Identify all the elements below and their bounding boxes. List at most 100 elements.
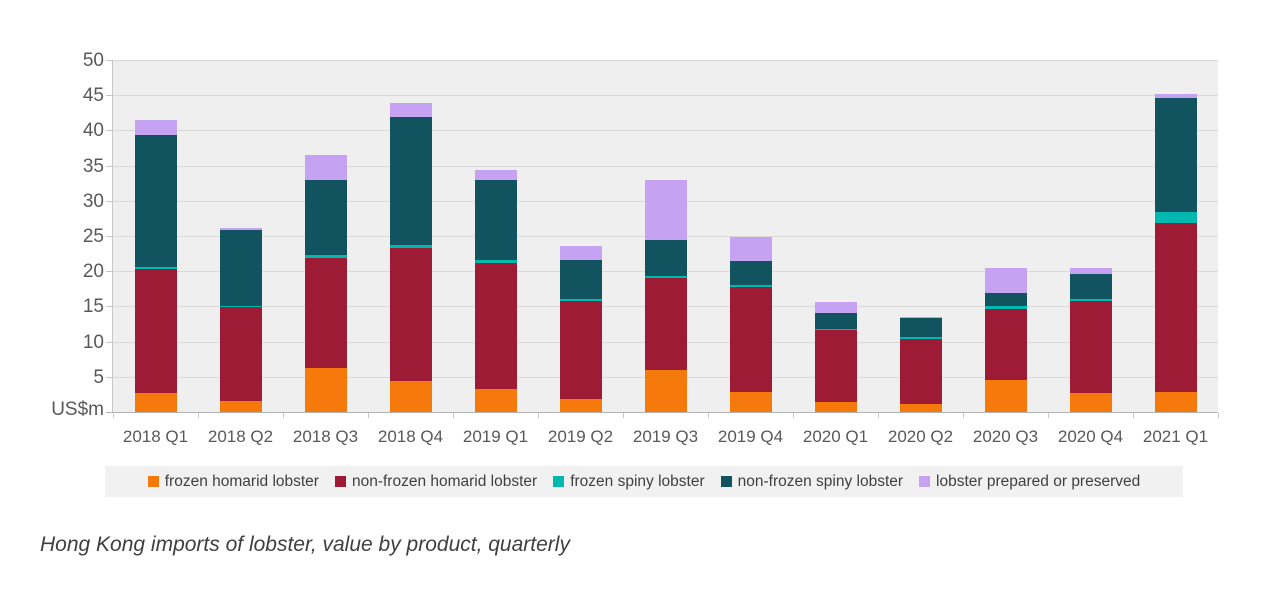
bar-segment-lobster-prepared-or-preserved — [729, 236, 772, 261]
bar-segment-frozen-homarid-lobster — [1069, 393, 1112, 412]
y-axis-unit-label: US$m — [51, 399, 104, 420]
legend-swatch-icon — [720, 476, 732, 487]
y-axis-tick — [106, 271, 112, 273]
bar-segment-non-frozen-homarid-lobster — [729, 286, 772, 392]
bar-segment-non-frozen-homarid-lobster — [644, 278, 687, 371]
bar-segment-frozen-spiny-lobster — [474, 259, 517, 263]
bar-2020-q3 — [984, 268, 1027, 412]
legend-swatch-icon — [334, 476, 346, 487]
bar-segment-frozen-spiny-lobster — [1069, 299, 1112, 302]
bar-segment-frozen-homarid-lobster — [899, 404, 942, 412]
bar-segment-non-frozen-homarid-lobster — [474, 262, 517, 389]
bar-segment-non-frozen-spiny-lobster — [1154, 98, 1197, 213]
y-axis-tick — [106, 95, 112, 97]
bar-segment-non-frozen-homarid-lobster — [559, 300, 602, 399]
bar-segment-frozen-homarid-lobster — [304, 367, 347, 412]
bar-2020-q2 — [899, 316, 942, 412]
x-axis-tick — [1133, 413, 1134, 418]
bar-segment-frozen-homarid-lobster — [729, 391, 772, 412]
y-axis-line — [112, 60, 113, 412]
bar-2018-q4 — [389, 102, 432, 412]
bar-segment-lobster-prepared-or-preserved — [304, 155, 347, 181]
x-axis-tick — [538, 413, 539, 418]
x-axis-tick-label: 2019 Q1 — [462, 427, 529, 446]
legend-item-non-frozen-homarid-lobster: non-frozen homarid lobster — [334, 472, 538, 491]
legend-label: non-frozen homarid lobster — [351, 472, 538, 490]
bar-segment-non-frozen-homarid-lobster — [304, 257, 347, 368]
chart-legend: frozen homarid lobster non-frozen homarid… — [105, 466, 1183, 497]
x-axis-tick — [283, 413, 284, 418]
y-axis-tick-label: 5 — [93, 366, 104, 388]
x-axis-tick-label: 2020 Q1 — [802, 427, 869, 446]
y-axis-tick — [106, 165, 112, 167]
gridline — [113, 165, 1218, 167]
bar-2020-q1 — [814, 301, 857, 412]
bar-segment-non-frozen-spiny-lobster — [389, 117, 432, 246]
bar-segment-non-frozen-homarid-lobster — [134, 269, 177, 393]
legend-swatch-icon — [147, 476, 159, 487]
bar-segment-frozen-homarid-lobster — [474, 388, 517, 412]
bar-segment-non-frozen-spiny-lobster — [984, 293, 1027, 307]
x-axis-tick-label: 2019 Q3 — [632, 427, 699, 446]
x-axis-tick — [878, 413, 879, 418]
bar-2020-q4 — [1069, 267, 1112, 412]
x-axis-tick-label: 2020 Q2 — [887, 427, 954, 446]
chart-caption: Hong Kong imports of lobster, value by p… — [40, 533, 570, 556]
y-axis-tick-label: 30 — [82, 190, 104, 212]
y-axis-tick-label: 25 — [82, 226, 104, 247]
y-axis-tick — [106, 236, 112, 237]
legend-label: non-frozen spiny lobster — [737, 472, 904, 490]
bar-segment-lobster-prepared-or-preserved — [389, 102, 432, 118]
bar-segment-frozen-homarid-lobster — [644, 370, 687, 412]
bar-segment-non-frozen-spiny-lobster — [304, 180, 347, 256]
bar-2018-q2 — [219, 228, 262, 412]
x-axis-tick — [793, 413, 794, 418]
x-axis-tick-label: 2019 Q4 — [717, 427, 784, 446]
bar-segment-lobster-prepared-or-preserved — [984, 268, 1027, 294]
x-axis-line — [106, 412, 1218, 413]
bar-segment-lobster-prepared-or-preserved — [1069, 267, 1112, 275]
bar-segment-non-frozen-spiny-lobster — [559, 259, 602, 299]
bar-segment-frozen-spiny-lobster — [389, 245, 432, 248]
legend-label: frozen homarid lobster — [164, 472, 319, 490]
bar-segment-frozen-homarid-lobster — [814, 402, 857, 412]
x-axis-tick-label: 2018 Q3 — [292, 427, 359, 446]
y-axis-tick — [106, 341, 112, 343]
x-axis-tick-label: 2018 Q4 — [377, 427, 444, 446]
bar-2019-q3 — [644, 180, 687, 412]
bar-segment-non-frozen-spiny-lobster — [134, 135, 177, 267]
y-axis-tick — [106, 60, 112, 61]
x-axis-tick — [623, 413, 624, 418]
bar-segment-frozen-spiny-lobster — [559, 298, 602, 301]
x-axis-tick — [708, 413, 709, 418]
gridline — [113, 60, 1218, 61]
legend-item-frozen-spiny-lobster: frozen spiny lobster — [553, 473, 705, 491]
x-axis-tick — [113, 413, 114, 418]
gridline — [113, 130, 1218, 132]
bar-segment-non-frozen-spiny-lobster — [814, 312, 857, 329]
bar-segment-non-frozen-spiny-lobster — [474, 180, 517, 260]
bar-segment-frozen-homarid-lobster — [984, 379, 1027, 412]
bar-segment-non-frozen-spiny-lobster — [219, 230, 262, 306]
bar-segment-non-frozen-homarid-lobster — [984, 308, 1027, 380]
bar-segment-non-frozen-homarid-lobster — [389, 247, 432, 382]
bar-segment-frozen-spiny-lobster — [1154, 212, 1197, 223]
bar-segment-non-frozen-homarid-lobster — [814, 330, 857, 403]
x-axis-tick — [368, 413, 369, 418]
gridline — [113, 95, 1218, 97]
x-axis-tick-label: 2020 Q3 — [972, 427, 1039, 446]
y-axis-tick — [106, 200, 112, 202]
bar-2018-q3 — [304, 155, 347, 412]
bar-2019-q4 — [729, 236, 772, 412]
bar-2019-q2 — [559, 245, 602, 412]
bar-segment-non-frozen-homarid-lobster — [1154, 222, 1197, 392]
bar-segment-non-frozen-homarid-lobster — [219, 307, 262, 402]
bar-segment-lobster-prepared-or-preserved — [644, 180, 687, 240]
bar-segment-frozen-spiny-lobster — [134, 267, 177, 270]
x-axis-tick-label: 2021 Q1 — [1142, 427, 1209, 446]
legend-label: lobster prepared or preserved — [936, 472, 1141, 490]
x-axis-tick — [963, 413, 964, 418]
x-axis-tick — [453, 413, 454, 418]
bar-segment-frozen-spiny-lobster — [899, 337, 942, 339]
